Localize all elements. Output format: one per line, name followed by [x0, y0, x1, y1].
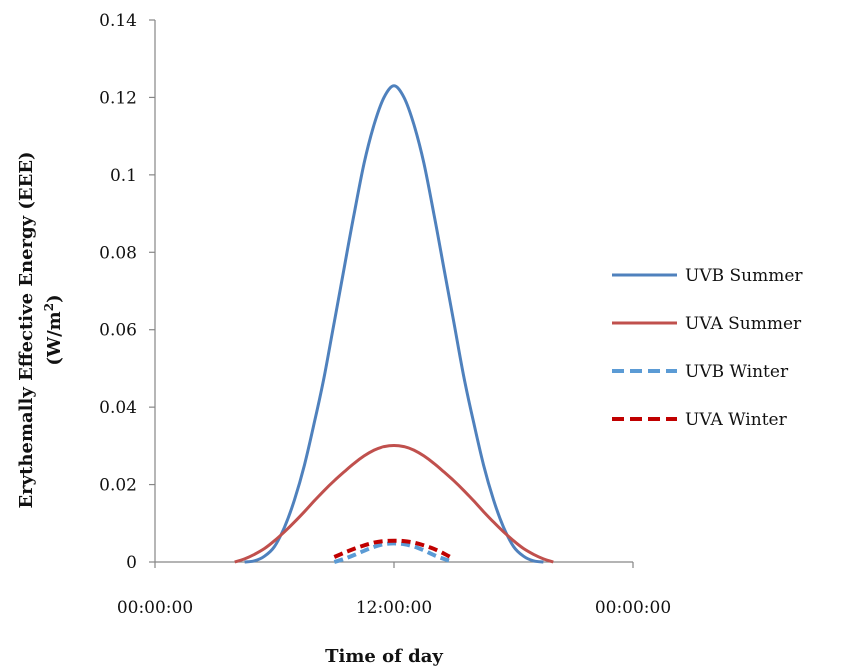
- y-axis-title-line2: (W/m2): [42, 294, 65, 365]
- y-axis-title-line1: Erythemally Effective Energy (EEE): [16, 151, 37, 508]
- x-axis: 00:00:00 12:00:00 00:00:00: [117, 561, 671, 618]
- x-tick-label: 00:00:00: [117, 598, 193, 618]
- series-line-uva-summer: [234, 444, 554, 564]
- y-tick-label: 0.06: [99, 321, 137, 341]
- y-axis: 0 0.02 0.04 0.06 0.08 0.1 0.12 0.14: [99, 11, 156, 573]
- legend-label: UVA Winter: [685, 410, 788, 430]
- series-line-uva-winter: [333, 538, 455, 561]
- series-line-uvb-winter: [333, 541, 455, 564]
- y-tick-label: 0.12: [99, 88, 137, 108]
- y-tick-label: 0.04: [99, 398, 137, 418]
- y-tick-label: 0.14: [99, 11, 137, 31]
- legend: UVB Summer UVA Summer UVB Winter UVA Winter: [612, 266, 803, 430]
- legend-label: UVA Summer: [685, 314, 802, 334]
- y-axis-unit-prefix: (W/m: [44, 311, 65, 365]
- x-tick-label: 12:00:00: [356, 598, 432, 618]
- y-tick-label: 0.1: [110, 166, 137, 186]
- y-tick-label: 0.08: [99, 243, 137, 263]
- y-tick-label: 0.02: [99, 476, 137, 496]
- x-axis-title: Time of day: [325, 646, 443, 667]
- x-tick-label: 00:00:00: [595, 598, 671, 618]
- y-axis-unit-superscript: 2: [42, 303, 56, 311]
- series-line-uvb-summer: [244, 84, 544, 564]
- series-lines: [234, 84, 554, 564]
- legend-label: UVB Summer: [685, 266, 803, 286]
- y-axis-unit-suffix: ): [44, 294, 65, 303]
- legend-label: UVB Winter: [685, 362, 789, 382]
- y-tick-label: 0: [126, 553, 137, 573]
